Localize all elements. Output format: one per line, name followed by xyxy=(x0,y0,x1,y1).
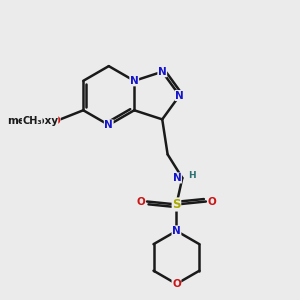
Text: S: S xyxy=(172,198,181,211)
Text: O: O xyxy=(208,196,217,206)
Text: methoxy: methoxy xyxy=(7,116,58,126)
Text: H: H xyxy=(188,170,196,179)
Text: N: N xyxy=(175,91,184,100)
Text: N: N xyxy=(172,226,181,236)
Text: O: O xyxy=(172,279,181,289)
Text: N: N xyxy=(158,67,167,77)
Text: N: N xyxy=(173,173,182,183)
Text: O: O xyxy=(51,116,60,126)
Text: methoxy: methoxy xyxy=(32,120,38,121)
Text: CH₃: CH₃ xyxy=(22,116,42,126)
Text: N: N xyxy=(104,120,113,130)
Text: N: N xyxy=(130,76,139,86)
Text: O: O xyxy=(136,196,145,206)
